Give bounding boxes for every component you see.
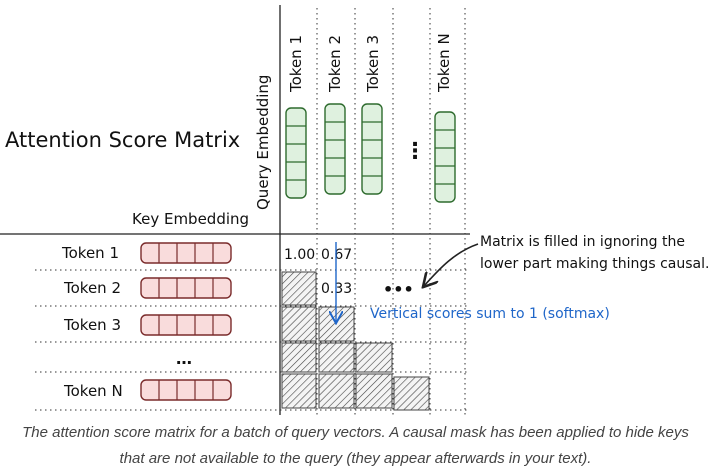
masked-cell — [355, 342, 393, 373]
causal-annotation-line: Matrix is filled in ignoring the — [480, 234, 685, 250]
masked-cell — [281, 271, 317, 306]
query-vector — [285, 107, 307, 199]
masked-cell — [355, 373, 393, 409]
masked-cell — [393, 376, 430, 411]
query-token-header: Token 2 — [326, 35, 344, 93]
caption-line: that are not available to the query (the… — [119, 450, 592, 467]
figure-caption: The attention score matrix for a batch o… — [0, 420, 711, 472]
causal-annotation-arrow — [424, 243, 479, 286]
query-vector — [324, 103, 346, 195]
key-token-label: Token 1 — [61, 244, 119, 262]
masked-cell — [318, 342, 355, 373]
query-token-header: Token 1 — [287, 35, 305, 93]
key-vector — [140, 314, 232, 336]
key-axis-label: Key Embedding — [132, 210, 249, 228]
query-token-header: Token 3 — [364, 35, 382, 93]
key-token-label: Token 2 — [63, 279, 121, 297]
key-vectors — [140, 242, 232, 401]
key-vector — [140, 277, 232, 299]
key-ellipsis: … — [176, 349, 192, 368]
query-vectors: ⋮ — [285, 103, 456, 203]
key-token-labels: Token 1 Token 2 Token 3 … Token N — [61, 244, 192, 400]
masked-cell — [281, 373, 317, 409]
query-vector — [361, 103, 383, 195]
query-token-headers: Token 1 Token 2 Token 3 Token N — [287, 33, 453, 93]
query-axis-label: Query Embedding — [254, 75, 272, 210]
key-token-label: Token 3 — [63, 316, 121, 334]
causal-annotation: Matrix is filled in ignoring the lower p… — [480, 234, 709, 272]
row-ellipsis: ••• — [383, 280, 414, 299]
masked-cell — [281, 306, 317, 342]
query-token-header: Token N — [435, 33, 453, 93]
key-vector — [140, 242, 232, 264]
score-value: 1.00 — [284, 247, 315, 263]
causal-mask — [281, 271, 430, 411]
query-ellipsis: ⋮ — [404, 139, 426, 164]
diagram-title: Attention Score Matrix — [5, 128, 240, 152]
masked-cell — [281, 342, 317, 373]
masked-cell — [318, 373, 355, 409]
key-vector — [140, 379, 232, 401]
key-token-label: Token N — [63, 382, 123, 400]
causal-annotation-line: lower part making things causal. — [480, 256, 709, 272]
softmax-annotation: Vertical scores sum to 1 (softmax) — [370, 306, 610, 322]
caption-line: The attention score matrix for a batch o… — [22, 424, 689, 441]
query-vector — [434, 111, 456, 203]
